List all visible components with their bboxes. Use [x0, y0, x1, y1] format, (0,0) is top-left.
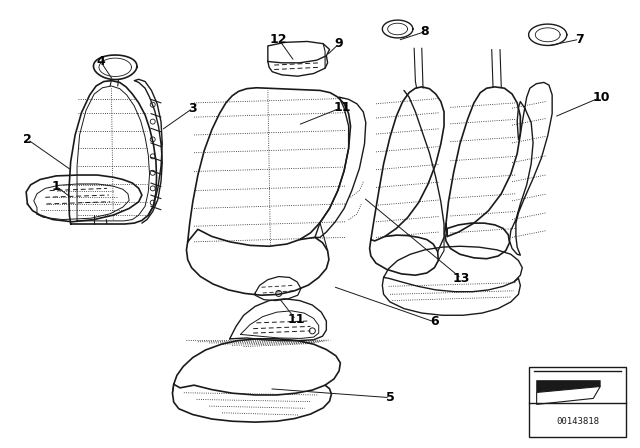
Text: 11: 11 [333, 101, 351, 114]
Text: 8: 8 [420, 25, 429, 38]
Polygon shape [537, 387, 600, 405]
Text: 4: 4 [96, 55, 105, 68]
Bar [529, 367, 626, 437]
Text: 1: 1 [52, 180, 60, 193]
Text: 11: 11 [287, 313, 305, 326]
Text: 7: 7 [575, 33, 584, 46]
Text: 13: 13 [452, 272, 470, 285]
Text: 10: 10 [593, 90, 610, 103]
Text: 00143818: 00143818 [556, 417, 599, 426]
Text: 6: 6 [430, 315, 439, 328]
Text: 5: 5 [385, 391, 394, 404]
Text: 9: 9 [335, 37, 344, 50]
Text: 2: 2 [23, 133, 32, 146]
Text: 12: 12 [270, 33, 287, 46]
Polygon shape [537, 380, 600, 392]
Text: 3: 3 [189, 102, 197, 115]
